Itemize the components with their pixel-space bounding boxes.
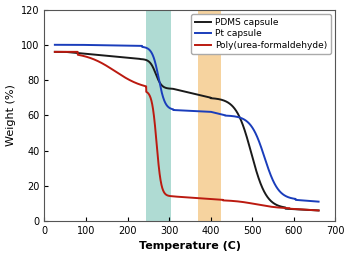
PDMS capsule: [53, 50, 57, 53]
Bar: [198, 10, 221, 221]
X-axis label: Temperature (C): Temperature (C): [139, 241, 241, 251]
Pt capsule: [316, 200, 321, 203]
Poly(urea-formaldehyde): [53, 50, 57, 53]
Pt capsule: [66, 43, 70, 46]
Bar: [146, 10, 171, 221]
Pt capsule: [309, 199, 313, 203]
Poly(urea-formaldehyde): [309, 208, 313, 212]
Line: Pt capsule: Pt capsule: [55, 45, 318, 202]
PDMS capsule: [309, 208, 313, 212]
Poly(urea-formaldehyde): [260, 204, 265, 207]
Poly(urea-formaldehyde): [309, 208, 313, 212]
PDMS capsule: [309, 208, 313, 212]
Pt capsule: [260, 150, 265, 153]
Y-axis label: Weight (%): Weight (%): [6, 84, 15, 146]
PDMS capsule: [260, 187, 265, 190]
Line: Poly(urea-formaldehyde): Poly(urea-formaldehyde): [55, 52, 318, 210]
Pt capsule: [53, 43, 57, 46]
Pt capsule: [309, 199, 313, 203]
Poly(urea-formaldehyde): [316, 209, 321, 212]
PDMS capsule: [316, 209, 321, 212]
Legend: PDMS capsule, Pt capsule, Poly(urea-formaldehyde): PDMS capsule, Pt capsule, Poly(urea-form…: [191, 14, 331, 54]
PDMS capsule: [181, 90, 185, 93]
Line: PDMS capsule: PDMS capsule: [55, 52, 318, 210]
Pt capsule: [174, 109, 178, 112]
PDMS capsule: [66, 51, 70, 54]
Pt capsule: [181, 109, 185, 112]
Poly(urea-formaldehyde): [181, 196, 185, 199]
Poly(urea-formaldehyde): [174, 195, 178, 198]
PDMS capsule: [174, 88, 178, 91]
Poly(urea-formaldehyde): [66, 50, 70, 53]
